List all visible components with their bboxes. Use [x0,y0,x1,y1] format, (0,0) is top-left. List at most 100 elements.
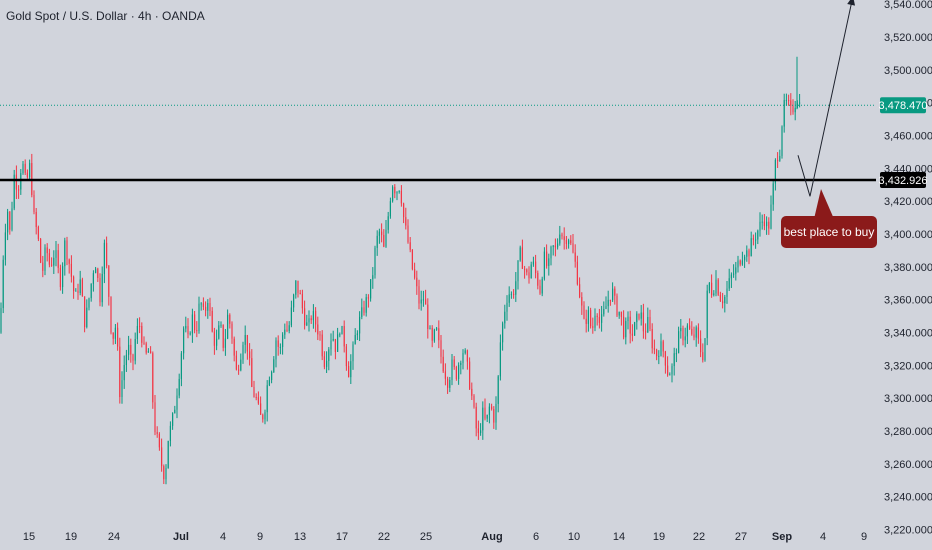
candle-body [662,341,664,352]
candle-body [227,314,229,339]
candle-body [629,316,631,334]
candle-body [755,239,757,241]
candle-body [651,328,653,349]
candle-body [440,340,442,357]
y-tick-label: 3,340.000 [884,328,932,340]
candle-body [612,288,614,301]
candle-body [647,317,649,333]
candle-body [506,302,508,312]
callout-text: best place to buy [784,225,875,239]
candle-body [689,325,691,329]
candle-body [480,430,482,434]
current-price-tag: 3,478.470 [879,97,928,114]
candle-body [649,317,651,329]
candle-body [251,358,253,387]
time-axis[interactable]: 15 19 24 Jul 4 9 13 17 22 25 Aug 6 10 14 19 22 27 Sep 4 9 [23,531,867,543]
candle-body [35,211,37,227]
candle-body [321,334,323,357]
candle-body [680,327,682,332]
candle-body [156,432,158,434]
candle-body [420,299,422,304]
candle-body [26,172,28,178]
y-tick-label: 3,260.000 [884,459,932,471]
candle-body [761,221,763,223]
candle-body [453,359,455,367]
y-tick-label: 3,400.000 [884,229,932,241]
x-tick-label: 24 [108,531,120,543]
candle-body [735,267,737,274]
candle-body [772,183,774,205]
candle-body [779,155,781,161]
candle-body [319,334,321,336]
candle-body [341,326,343,335]
candle-body [242,344,244,360]
candle-body [744,256,746,261]
candle-body [524,268,526,270]
candle-body [475,406,477,429]
candle-body [728,278,730,289]
candle-body [176,395,178,410]
candle-body [337,334,339,352]
x-tick-label: 22 [378,531,390,543]
x-tick-label: 27 [735,531,747,543]
candle-body [605,306,607,309]
candle-body [528,272,530,279]
candle-body [431,327,433,341]
candle-body [86,307,88,327]
x-tick-label: 19 [653,531,665,543]
candle-body [282,334,284,347]
candle-body [488,406,490,415]
current-price-label: 3,478.470 [879,100,928,112]
candle-body [268,380,270,386]
candle-body [656,349,658,357]
x-tick-label: 14 [613,531,625,543]
y-tick-label: 3,420.000 [884,196,932,208]
candle-body [576,261,578,285]
candle-body [513,293,515,295]
annotation-callout[interactable]: best place to buy [781,189,877,248]
candle-body [385,229,387,247]
candle-body [134,338,136,361]
candle-body [537,272,539,286]
candle-body [713,293,715,296]
candle-body [748,250,750,257]
candle-body [550,246,552,259]
candle-body [88,298,90,308]
candle-body [141,326,143,343]
candle-body [326,360,328,367]
candle-body [345,346,347,367]
candle-body [739,260,741,265]
candle-body [565,240,567,244]
candles [0,56,801,485]
candle-body [246,334,248,352]
candle-body [13,174,15,209]
candle-body [284,329,286,335]
candle-body [143,342,145,344]
price-axis[interactable]: 3,220.000 3,240.000 3,260.000 3,280.000 3,30… [884,0,932,537]
candle-body [99,278,101,303]
candle-body [625,321,627,338]
candle-body [638,313,640,319]
candle-body [618,311,620,316]
candle-body [57,250,59,268]
candle-body [128,344,130,355]
candle-body [196,330,198,332]
candle-body [378,231,380,236]
candle-body [161,447,163,467]
candle-body [436,328,438,330]
candle-body [510,293,512,295]
candle-body [766,221,768,227]
candle-body [519,247,521,261]
candle-body [253,386,255,397]
candle-body [15,174,17,190]
candle-body [541,278,543,294]
x-tick-label: 4 [220,531,226,543]
candle-body [598,317,600,323]
candle-body [189,333,191,335]
candle-body [669,374,671,376]
candle-body [24,163,26,173]
candle-body [416,277,418,287]
x-tick-label: Jul [173,531,189,543]
candle-body [33,194,35,212]
